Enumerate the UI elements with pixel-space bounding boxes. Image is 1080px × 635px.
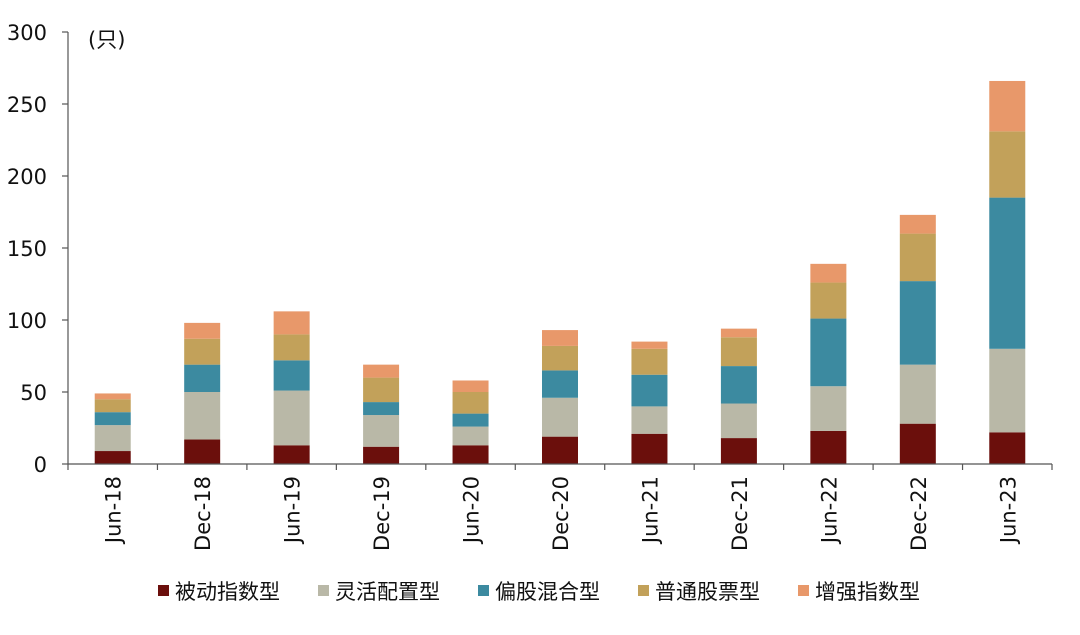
y-ticks: 0 50 100 150 200 250 300 (7, 21, 68, 477)
legend-label: 偏股混合型 (495, 580, 600, 604)
bar-segment (94, 399, 131, 413)
bar-segment (94, 451, 131, 464)
bar-segment (542, 397, 578, 437)
bar-segment (810, 430, 847, 464)
legend-swatch (478, 585, 489, 596)
y-axis-unit-label: (只) (88, 28, 125, 52)
bar-segment (452, 413, 489, 427)
bar-segment (184, 322, 221, 339)
bar-segment (273, 445, 310, 464)
x-tick-label: Dec-19 (370, 476, 394, 551)
bar-segment (273, 390, 310, 446)
y-tick-label: 300 (7, 21, 47, 45)
bar-segment (899, 364, 936, 424)
bar-segment (363, 415, 400, 447)
x-tick-label: Jun-21 (638, 476, 662, 545)
bar-segment (899, 423, 936, 464)
bar-segment (720, 337, 757, 367)
bar-segment (899, 281, 936, 365)
x-tick-label: Dec-21 (728, 476, 752, 551)
bar-segment (631, 341, 668, 349)
bar-segment (720, 438, 757, 464)
x-tick-label: Jun-20 (460, 476, 484, 545)
bars-layer (94, 80, 1026, 464)
y-tick-label: 250 (7, 93, 47, 117)
bar-segment (720, 366, 757, 404)
y-tick-label: 200 (7, 165, 47, 189)
y-tick-label: 150 (7, 237, 47, 261)
bar-segment (810, 386, 847, 431)
bar-segment (363, 364, 400, 378)
x-tick-label: Dec-18 (191, 476, 215, 551)
bar-segment (452, 426, 489, 446)
legend-label: 普通股票型 (655, 580, 760, 604)
x-tick-label: Jun-22 (817, 476, 841, 545)
bar-segment (720, 403, 757, 439)
bar-segment (452, 380, 489, 392)
bar-segment (363, 446, 400, 464)
bar-segment (273, 311, 310, 335)
bar-segment (184, 439, 221, 464)
bar-segment (720, 328, 757, 338)
x-tick-label: Jun-19 (281, 476, 305, 545)
bar-segment (899, 233, 936, 282)
bar-segment (363, 402, 400, 416)
bar-segment (184, 338, 221, 365)
legend-label: 增强指数型 (815, 580, 920, 604)
bar-segment (631, 374, 668, 407)
bar-segment (810, 318, 847, 387)
bar-segment (989, 432, 1026, 464)
bar-segment (273, 334, 310, 361)
bar-segment (184, 364, 221, 392)
bar-segment (452, 392, 489, 414)
bar-segment (542, 370, 578, 398)
bar-segment (94, 412, 131, 426)
legend: 被动指数型 灵活配置型 偏股混合型 普通股票型 增强指数型 (158, 580, 920, 604)
bar-segment (810, 263, 847, 283)
legend-swatch (638, 585, 649, 596)
bar-segment (542, 330, 578, 346)
legend-swatch (158, 585, 169, 596)
y-tick-label: 0 (34, 453, 47, 477)
bar-segment (542, 436, 578, 464)
x-tick-label: Jun-18 (102, 476, 126, 545)
bar-segment (631, 433, 668, 464)
x-ticks: Jun-18 Dec-18 Jun-19 Dec-19 Jun-20 Dec-20 Jun-… (67, 464, 1053, 551)
bar-segment (273, 360, 310, 391)
x-tick-label: Jun-23 (996, 476, 1020, 545)
bar-segment (989, 197, 1026, 349)
legend-swatch (318, 585, 329, 596)
bar-segment (989, 80, 1026, 132)
legend-label: 被动指数型 (175, 580, 280, 604)
y-tick-label: 100 (7, 309, 47, 333)
y-tick-label: 50 (20, 381, 47, 405)
bar-segment (94, 393, 131, 400)
x-tick-label: Dec-22 (907, 476, 931, 551)
bar-segment (989, 131, 1026, 198)
x-tick-label: Dec-20 (549, 476, 573, 551)
bar-segment (452, 445, 489, 464)
bar-segment (899, 214, 936, 234)
bar-segment (184, 392, 221, 440)
bar-segment (363, 377, 400, 403)
bar-segment (631, 406, 668, 434)
bar-segment (94, 425, 131, 452)
legend-label: 灵活配置型 (335, 580, 440, 604)
bar-segment (542, 345, 578, 371)
bar-segment (989, 348, 1026, 433)
bar-segment (631, 348, 668, 375)
bar-segment (810, 282, 847, 319)
legend-swatch (798, 585, 809, 596)
